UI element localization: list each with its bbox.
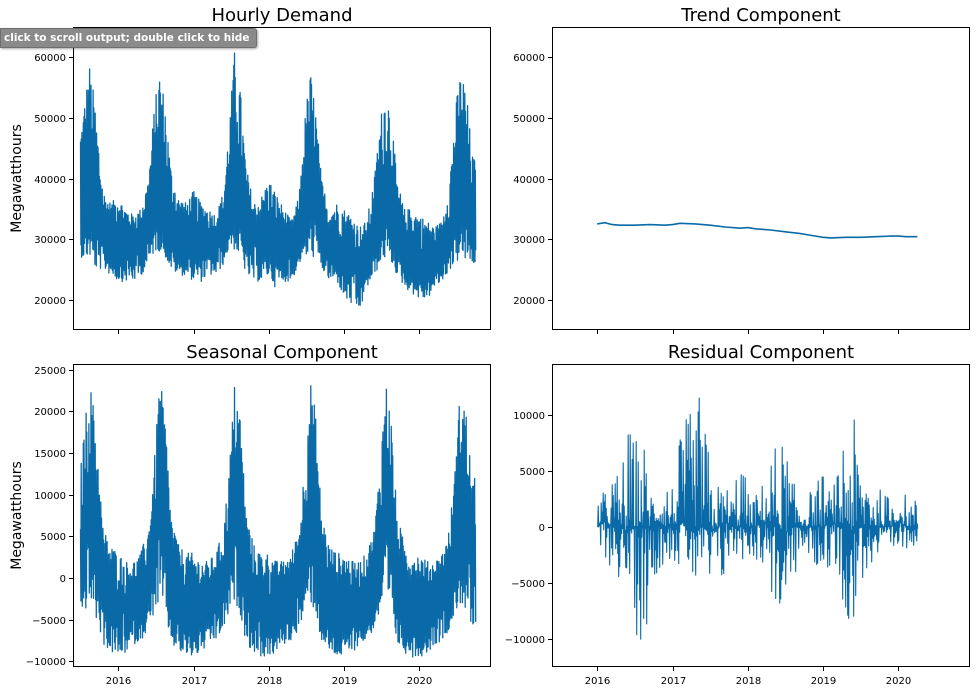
residual-ytick-label: −5000	[511, 579, 545, 590]
seasonal-ytick-label: 10000	[34, 491, 66, 502]
trend-ytick-label: 60000	[513, 53, 545, 64]
residual-ytick-label: −10000	[505, 635, 545, 646]
trend-title: Trend Component	[680, 5, 841, 26]
hourly-ytick-label: 20000	[34, 296, 66, 307]
seasonal-series	[79, 385, 477, 658]
seasonal-xtick-label: 2020	[407, 676, 432, 687]
hourly-axes-frame	[73, 27, 491, 330]
trend-series-line	[597, 221, 918, 239]
seasonal-ytick-label: 0	[60, 574, 66, 585]
residual-ytick-label: 0	[539, 523, 545, 534]
residual-xtick-label: 2016	[585, 676, 610, 687]
residual-xtick-label: 2019	[811, 676, 836, 687]
seasonal-xtick-label: 2016	[106, 676, 131, 687]
residual-chart: −10000 −5000 0 5000 10000 2016 2017 2018 2019 202…	[505, 342, 970, 687]
seasonal-ytick-label: −10000	[26, 657, 66, 668]
residual-ytick-label: 10000	[513, 411, 545, 422]
seasonal-ytick-label: 5000	[41, 532, 66, 543]
hourly-series	[79, 52, 477, 306]
hourly-ytick-label: 40000	[34, 175, 66, 186]
hourly-ytick-label: 30000	[34, 235, 66, 246]
seasonal-axes-frame	[73, 364, 491, 667]
seasonal-xtick-label: 2019	[332, 676, 357, 687]
hourly-ylabel: Megawatthours	[9, 124, 25, 233]
trend-ytick-label: 50000	[513, 114, 545, 125]
residual-title: Residual Component	[668, 342, 854, 363]
hourly-ytick-label: 60000	[34, 53, 66, 64]
residual-series-line	[597, 397, 919, 640]
trend-ytick-label: 20000	[513, 296, 545, 307]
seasonal-xtick-label: 2018	[257, 676, 282, 687]
seasonal-ytick-label: 15000	[34, 449, 66, 460]
seasonal-xtick-label: 2017	[182, 676, 207, 687]
residual-xtick-label: 2020	[886, 676, 911, 687]
hourly-chart: 20000 30000 40000 50000 60000 Hourly Demand Me…	[9, 5, 491, 334]
trend-ytick-label: 40000	[513, 175, 545, 186]
seasonal-title: Seasonal Component	[186, 342, 378, 363]
hourly-title: Hourly Demand	[211, 5, 352, 26]
trend-chart: 20000 30000 40000 50000 60000 Trend Component	[513, 5, 970, 334]
trend-axes-frame	[552, 27, 970, 330]
seasonal-chart: −10000 −5000 0 5000 10000 15000 20000 25000 2016…	[9, 342, 491, 687]
scroll-output-tooltip[interactable]: click to scroll output; double click to …	[0, 28, 258, 48]
residual-ytick-label: 5000	[520, 467, 545, 478]
hourly-ytick-label: 50000	[34, 114, 66, 125]
seasonal-ytick-label: 20000	[34, 407, 66, 418]
trend-series	[597, 221, 918, 239]
trend-ytick-label: 30000	[513, 235, 545, 246]
seasonal-ytick-label: −5000	[32, 616, 66, 627]
residual-xtick-label: 2017	[661, 676, 686, 687]
seasonal-ytick-label: 25000	[34, 366, 66, 377]
residual-axes-frame	[552, 364, 970, 667]
seasonal-series-line	[79, 385, 477, 658]
residual-xtick-label: 2018	[736, 676, 761, 687]
seasonal-ylabel: Megawatthours	[9, 461, 25, 570]
hourly-series-line	[79, 52, 477, 306]
residual-series	[597, 397, 919, 640]
